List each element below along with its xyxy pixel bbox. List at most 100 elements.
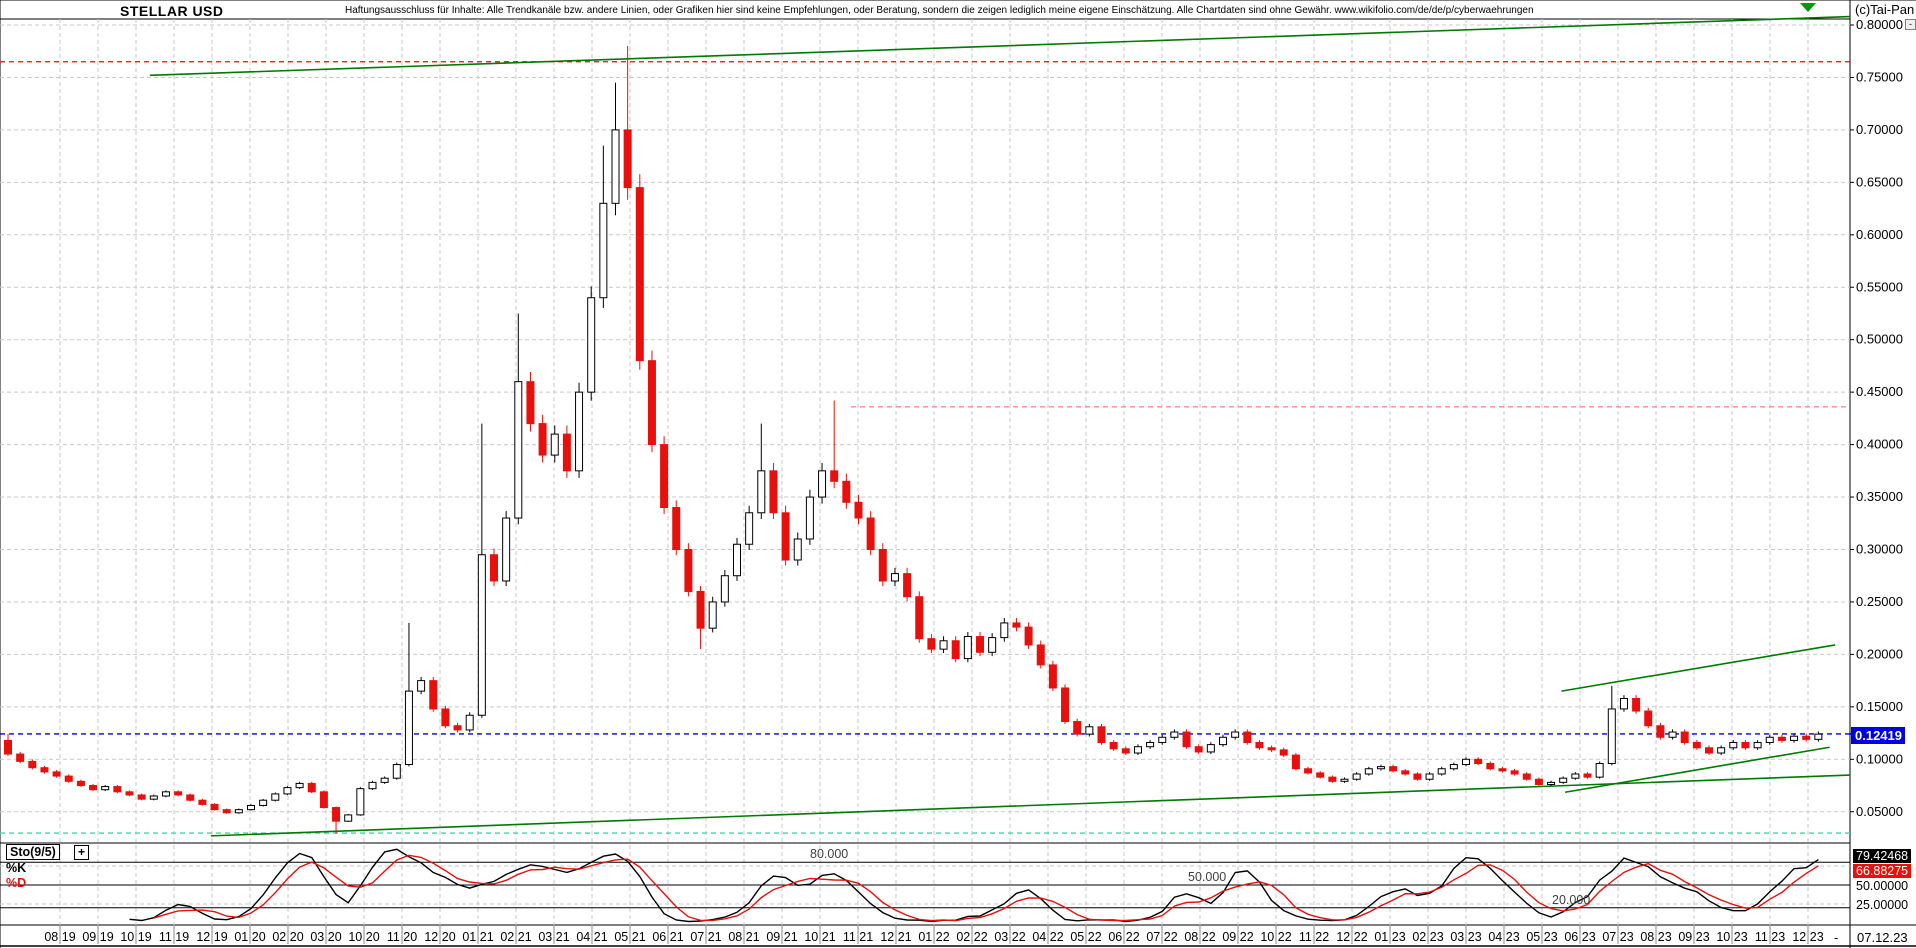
date-axis-label: 10 20 xyxy=(348,930,379,944)
candle-body xyxy=(818,470,827,498)
candle-body xyxy=(490,554,498,582)
candle-body xyxy=(1328,776,1337,782)
candle-body xyxy=(660,444,669,509)
candle-body xyxy=(781,512,790,561)
date-axis-label: 05 22 xyxy=(1070,930,1101,944)
date-axis-label: 09 23 xyxy=(1678,930,1709,944)
candle-body xyxy=(1219,736,1227,746)
candle-body xyxy=(283,787,292,795)
collapse-axis-icon[interactable]: - xyxy=(1905,19,1916,30)
stochastic-d-value-badge: 66.88275 xyxy=(1853,864,1912,878)
price-axis-label: 0.70000 xyxy=(1856,122,1903,137)
date-axis-label: 04 22 xyxy=(1032,930,1063,944)
date-axis-label: 06 21 xyxy=(652,930,683,944)
candle-body xyxy=(368,781,377,790)
candle-body xyxy=(1121,748,1130,754)
candle-body xyxy=(1389,766,1398,772)
date-axis-label: 02 20 xyxy=(272,930,303,944)
candle-body xyxy=(234,809,243,814)
candle-body xyxy=(672,507,681,551)
candle-body xyxy=(319,791,328,809)
channel-2023-upper-trendline xyxy=(1561,644,1836,692)
price-axis-label: 0.50000 xyxy=(1856,332,1903,347)
date-axis-label: 11 19 xyxy=(159,930,189,944)
candle-body xyxy=(40,767,49,773)
price-axis-label: 0.80000 xyxy=(1856,17,1903,32)
price-axis-label: 0.20000 xyxy=(1856,646,1903,661)
stochastic-axis-label-25: 25.00000 xyxy=(1856,898,1909,912)
candle-body xyxy=(1170,731,1179,738)
date-axis-label: 09 21 xyxy=(766,930,797,944)
date-axis-label: 07 23 xyxy=(1602,930,1633,944)
candle-body xyxy=(1462,758,1470,766)
candle-body xyxy=(1522,773,1531,780)
indicator-add-icon[interactable]: + xyxy=(74,845,89,860)
candle-body xyxy=(1085,726,1094,735)
price-axis-label: 0.10000 xyxy=(1856,751,1903,766)
candle-body xyxy=(1340,778,1349,782)
indicator-name-label[interactable]: Sto(9/5) xyxy=(6,844,60,860)
candle-body xyxy=(623,129,632,189)
candle-body xyxy=(1619,697,1628,710)
date-axis-label: 06 22 xyxy=(1108,930,1139,944)
date-axis-label: 01 23 xyxy=(1374,930,1405,944)
candle-body xyxy=(1012,622,1021,628)
date-axis-label: 05 23 xyxy=(1526,930,1557,944)
candle-body xyxy=(1425,773,1434,780)
candle-body xyxy=(1316,772,1325,778)
stochastic-axis-label-50: 50.00000 xyxy=(1856,879,1909,893)
date-axis-label: 10 19 xyxy=(120,930,151,944)
d-line-label: %D xyxy=(6,876,27,890)
candle-body xyxy=(392,764,401,779)
candle-body xyxy=(1437,768,1446,775)
candle-body xyxy=(1158,736,1167,744)
candle-body xyxy=(113,786,122,793)
date-axis-label: 03 22 xyxy=(994,930,1025,944)
candle-body xyxy=(720,575,729,603)
date-axis-label: 03 21 xyxy=(538,930,569,944)
date-axis-label: 11 21 xyxy=(843,930,873,944)
stochastic-k-line xyxy=(129,848,1819,923)
candle-body xyxy=(1656,725,1665,738)
candle-body xyxy=(599,202,608,299)
candle-body xyxy=(441,708,450,727)
candle-body xyxy=(1376,766,1385,770)
candle-body xyxy=(1267,747,1276,751)
candle-body xyxy=(453,725,462,731)
candle-body xyxy=(745,512,754,545)
candle-body xyxy=(915,596,924,640)
candle-body xyxy=(1741,742,1750,749)
candle-body xyxy=(1595,762,1604,778)
candle-body xyxy=(1401,770,1410,775)
candle-body xyxy=(137,794,146,800)
candle-body xyxy=(52,771,61,777)
long-resistance-trendline xyxy=(149,15,1851,77)
trend-marker-triangle-icon xyxy=(1800,3,1816,12)
candle-body xyxy=(1291,754,1300,770)
candle-body xyxy=(830,470,839,482)
channel-2023-lower-trendline xyxy=(1564,746,1830,794)
date-axis-label: 12 22 xyxy=(1336,930,1367,944)
candle-body xyxy=(1182,731,1191,748)
candle-body xyxy=(1097,726,1106,744)
candle-body xyxy=(854,501,863,519)
candle-body xyxy=(842,480,851,503)
date-axis-label: 04 21 xyxy=(576,930,607,944)
date-axis-label: 08 23 xyxy=(1640,930,1671,944)
candle-body xyxy=(417,680,426,692)
candle-body xyxy=(28,760,37,769)
candle-body xyxy=(295,782,304,789)
candle-body xyxy=(1255,742,1264,749)
candle-body xyxy=(1583,773,1592,778)
candle-body xyxy=(149,795,158,800)
disclaimer-text: Haftungsausschluss für Inhalte: Alle Tre… xyxy=(345,5,1534,16)
candle-body xyxy=(1510,770,1519,775)
price-axis-label: 0.65000 xyxy=(1856,174,1903,189)
stochastic-d-line xyxy=(153,854,1819,922)
date-axis-label: 02 22 xyxy=(956,930,987,944)
date-axis-label: 01 20 xyxy=(234,930,265,944)
candle-body xyxy=(1279,749,1288,756)
date-axis-label: 12 23 xyxy=(1792,930,1823,944)
copyright-label: (c)Tai-Pan xyxy=(1855,2,1915,17)
